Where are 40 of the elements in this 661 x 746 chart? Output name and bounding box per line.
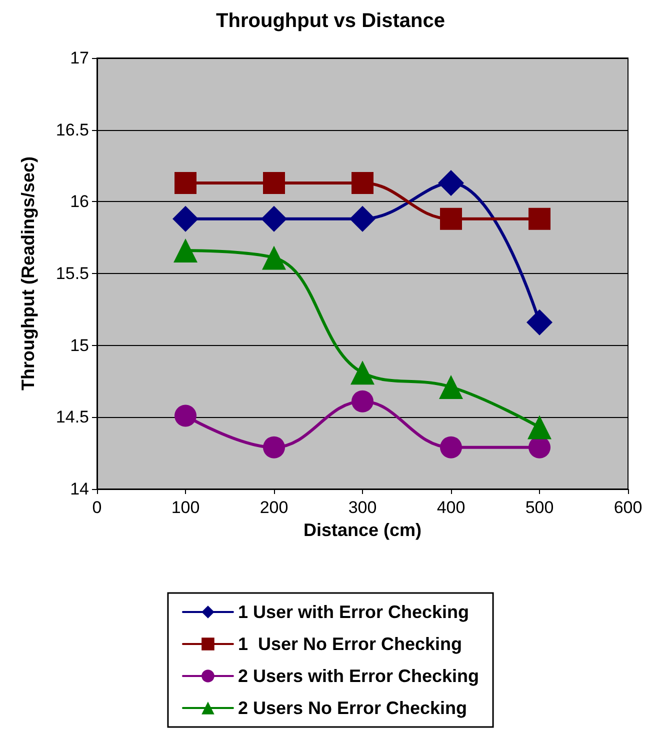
legend-label: 1 User with Error Checking xyxy=(238,602,470,622)
point xyxy=(352,172,374,194)
point xyxy=(174,404,196,427)
point xyxy=(440,208,462,230)
legend-label: 2 Users with Error Checking xyxy=(238,666,480,686)
y-tick-label: 15 xyxy=(70,336,89,355)
y-tick-label: 16 xyxy=(70,192,89,212)
x-tick-label: 200 xyxy=(260,498,288,517)
y-tick-label: 15.5 xyxy=(56,264,89,283)
point xyxy=(440,436,462,458)
chart-title: Throughput vs Distance xyxy=(216,10,445,32)
point xyxy=(438,170,464,196)
point xyxy=(174,172,196,194)
x-axis-title: Distance (cm) xyxy=(303,520,422,540)
y-tick-label: 14 xyxy=(70,480,89,498)
y-tick-label: 14.5 xyxy=(56,408,89,427)
x-tick-label: 400 xyxy=(436,498,466,517)
point xyxy=(526,309,552,336)
x-tick-label: 500 xyxy=(525,498,554,517)
point xyxy=(439,374,463,399)
point xyxy=(262,246,286,270)
point xyxy=(174,238,198,263)
point xyxy=(528,415,552,440)
point xyxy=(350,360,374,385)
x-tick-label: 100 xyxy=(171,498,200,517)
point xyxy=(350,206,376,232)
point xyxy=(352,390,374,412)
y-tick-label: 16.5 xyxy=(56,120,89,140)
point xyxy=(172,206,198,232)
legend-label: 2 Users No Error Checking xyxy=(238,698,468,718)
y-axis-title: Throughput (Readings/sec) xyxy=(18,156,38,390)
point xyxy=(263,436,285,458)
x-tick-label: 0 xyxy=(92,498,102,517)
legend-label: 1 User No Error Checking xyxy=(238,634,462,654)
x-tick-label: 600 xyxy=(614,498,642,517)
x-tick-label: 300 xyxy=(348,498,377,517)
point xyxy=(261,206,287,232)
y-tick-label: 17 xyxy=(70,48,89,68)
point xyxy=(528,208,550,230)
point xyxy=(263,172,285,194)
